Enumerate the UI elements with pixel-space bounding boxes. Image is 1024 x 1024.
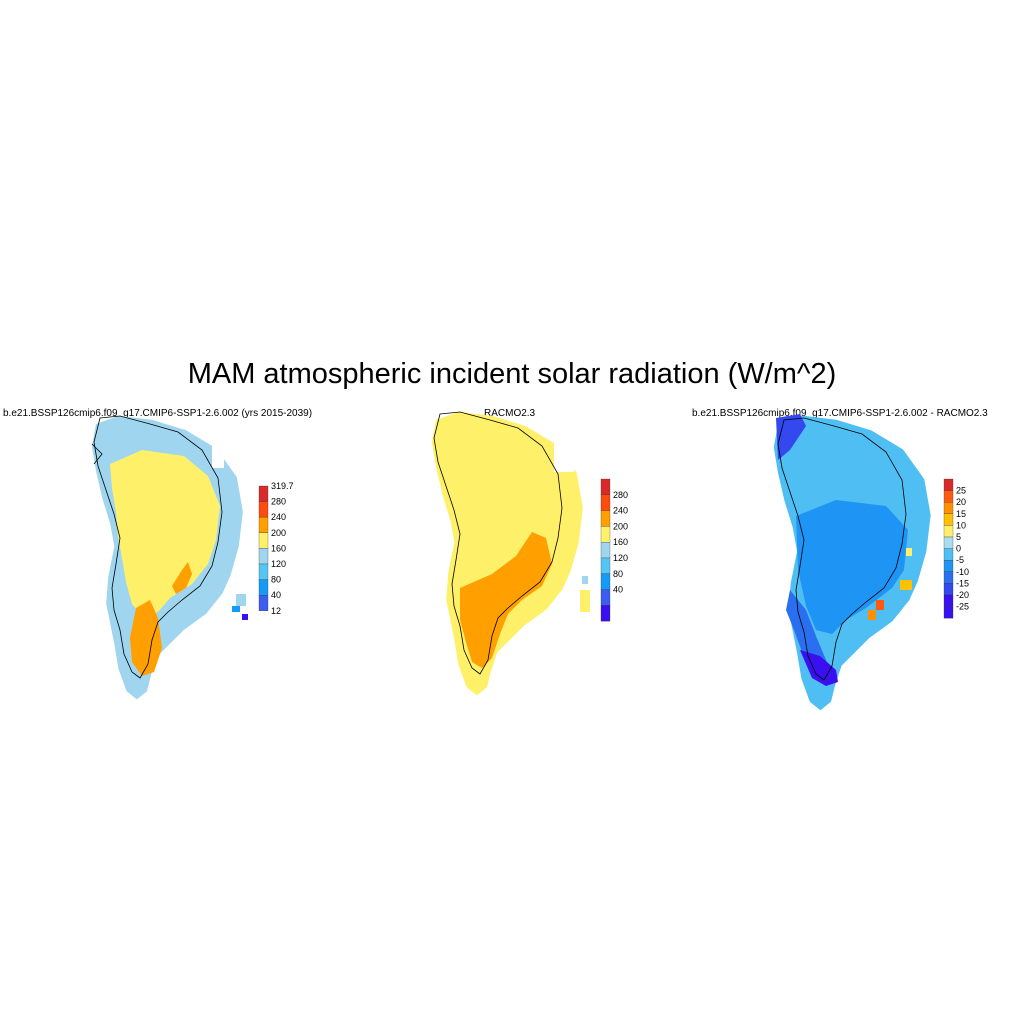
map-panel-difference xyxy=(773,414,931,711)
diff-northwest xyxy=(776,414,806,460)
map-panel-model xyxy=(91,415,248,700)
figure-title: MAM atmospheric incident solar radiation… xyxy=(187,358,837,390)
colorbar-tick-label: 25 xyxy=(956,486,966,496)
colorbar-swatch xyxy=(600,573,611,590)
colorbar-swatch xyxy=(943,594,954,607)
coastline xyxy=(91,415,223,679)
colorbar-tick-label: 80 xyxy=(613,569,623,579)
coastline xyxy=(777,417,907,681)
colorbar-swatch xyxy=(258,501,269,518)
colorbar-racmo: 280 240 200 160 120 80 40 xyxy=(600,478,628,622)
colorbar-tick-label: 0 xyxy=(956,544,961,554)
colorbar-swatch xyxy=(943,490,954,503)
colorbar-tick-label: 10 xyxy=(956,520,966,530)
colorbar-swatch xyxy=(258,532,269,549)
colorbar-tick-label: -10 xyxy=(956,567,969,577)
colorbar-swatch xyxy=(258,579,269,596)
colorbar-tick-label: 40 xyxy=(271,590,281,600)
colorbar-tick-label: 200 xyxy=(613,521,628,531)
colorbar-swatch xyxy=(600,605,611,622)
colorbar-swatch xyxy=(943,478,954,491)
colorbar-swatch xyxy=(258,485,269,502)
colorbar-swatch xyxy=(600,494,611,511)
panel-title-model: b.e21.BSSP126cmip6.f09_g17.CMIP6-SSP1-2.… xyxy=(3,408,313,419)
colorbar-swatch xyxy=(943,513,954,526)
colorbar-tick-label: 240 xyxy=(271,512,286,522)
colorbar-tick-label: 80 xyxy=(271,575,281,585)
colorbar-tick-label: -20 xyxy=(956,590,969,600)
colorbar-tick-label: 20 xyxy=(956,497,966,507)
colorbar-swatch xyxy=(943,536,954,549)
interior-field xyxy=(110,450,220,676)
colorbar-swatch xyxy=(600,557,611,574)
colorbar-swatch xyxy=(600,478,611,495)
colorbar-swatch xyxy=(943,525,954,538)
colorbar-swatch xyxy=(600,510,611,527)
colorbar-tick-label: 160 xyxy=(613,537,628,547)
colorbar-tick-label: 240 xyxy=(613,506,628,516)
colorbar-swatch xyxy=(943,560,954,572)
colorbar-model: 319.7 280 240 200 160 120 80 40 12 xyxy=(258,481,294,616)
colorbar-swatch xyxy=(943,606,954,619)
colorbar-tick-label: 120 xyxy=(613,553,628,563)
ice-sheet-edge-zone xyxy=(91,415,243,700)
colorbar-swatch xyxy=(258,548,269,565)
map-panel-racmo xyxy=(431,411,590,696)
colorbar-tick-label: -25 xyxy=(956,602,969,612)
colorbar-tick-label: 40 xyxy=(613,585,623,595)
colorbar-tick-label: -15 xyxy=(956,578,969,588)
colorbar-swatch xyxy=(600,526,611,543)
colorbar-swatch xyxy=(258,563,269,580)
coastline xyxy=(433,411,563,675)
colorbar-swatch xyxy=(943,548,954,561)
iceland-cells xyxy=(232,594,248,620)
colorbar-tick-label: 15 xyxy=(956,509,966,519)
colorbar-tick-label: 200 xyxy=(271,528,286,538)
colorbar-swatch xyxy=(943,502,954,514)
diff-interior xyxy=(796,500,908,634)
colorbar-tick-label: 12 xyxy=(271,606,281,616)
colorbar-tick-label: 5 xyxy=(956,532,961,542)
colorbar-swatch xyxy=(943,571,954,584)
colorbar-swatch xyxy=(943,583,954,596)
colorbar-tick-label: 160 xyxy=(271,543,286,553)
colorbar-tick-label: 319.7 xyxy=(271,481,294,491)
panel-title-racmo: RACMO2.3 xyxy=(484,408,536,419)
colorbar-tick-label: 280 xyxy=(613,490,628,500)
panel-title-difference: b.e21.BSSP126cmip6.f09_g17.CMIP6-SSP1-2.… xyxy=(692,408,988,419)
colorbar-swatch xyxy=(258,595,269,611)
colorbar-swatch xyxy=(600,589,611,606)
diff-positive-cells xyxy=(868,548,912,620)
racmo-south-high xyxy=(460,532,552,668)
colorbar-tick-label: -5 xyxy=(956,555,964,565)
colorbar-swatch xyxy=(600,542,611,559)
colorbar-swatch xyxy=(258,517,269,533)
colorbar-tick-label: 280 xyxy=(271,497,286,507)
iceland-cells xyxy=(580,576,590,612)
colorbar-tick-label: 120 xyxy=(271,559,286,569)
